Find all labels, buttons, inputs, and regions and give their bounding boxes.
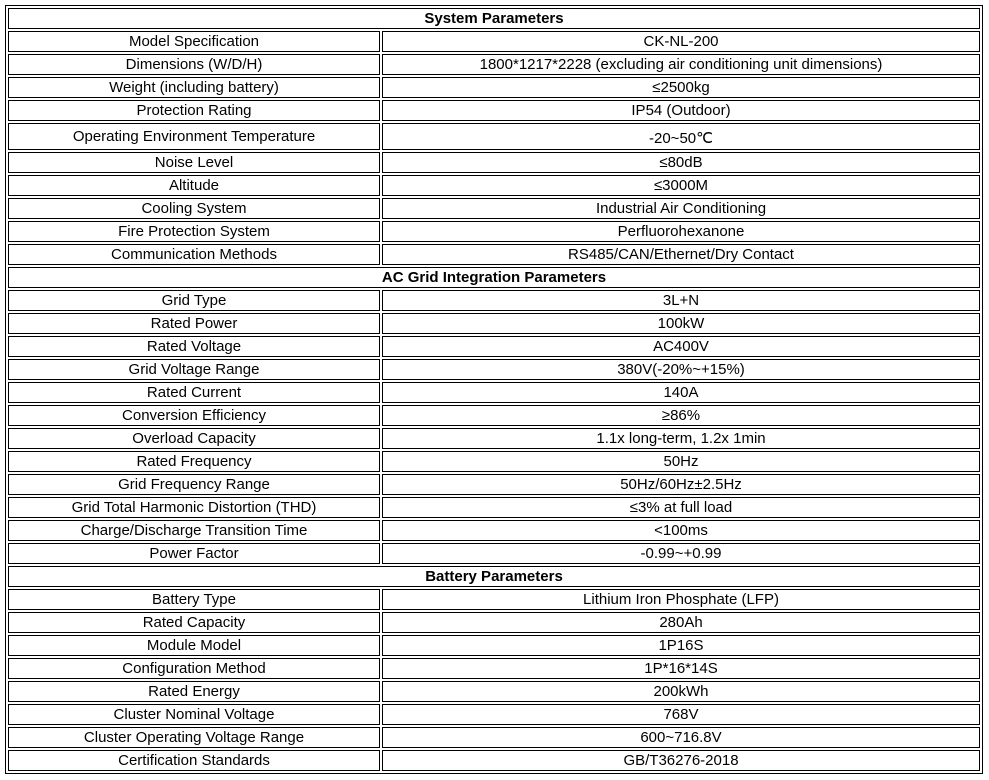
parameter-value: Industrial Air Conditioning	[382, 198, 980, 219]
table-row: Operating Environment Temperature -20~50℃	[8, 123, 980, 150]
parameter-name: Cluster Operating Voltage Range	[8, 727, 380, 748]
table-row: Power Factor -0.99~+0.99	[8, 543, 980, 564]
parameter-name: Rated Energy	[8, 681, 380, 702]
parameter-value: 50Hz	[382, 451, 980, 472]
parameter-value: ≥86%	[382, 405, 980, 426]
section-title: Battery Parameters	[8, 566, 980, 587]
parameter-name: Battery Type	[8, 589, 380, 610]
parameter-name: Operating Environment Temperature	[8, 123, 380, 150]
parameter-value: GB/T36276-2018	[382, 750, 980, 771]
parameter-value: AC400V	[382, 336, 980, 357]
parameter-name: Rated Frequency	[8, 451, 380, 472]
spec-table: System Parameters Model Specification CK-N…	[5, 5, 983, 774]
parameter-name: Grid Voltage Range	[8, 359, 380, 380]
parameter-value: 100kW	[382, 313, 980, 334]
table-row: Model Specification CK-NL-200	[8, 31, 980, 52]
parameter-value: Perfluorohexanone	[382, 221, 980, 242]
parameter-name: Noise Level	[8, 152, 380, 173]
parameter-name: Certification Standards	[8, 750, 380, 771]
parameter-value: 768V	[382, 704, 980, 725]
table-row: Cooling System Industrial Air Conditionin…	[8, 198, 980, 219]
parameter-name: Rated Capacity	[8, 612, 380, 633]
parameter-name: Dimensions (W/D/H)	[8, 54, 380, 75]
parameter-value: CK-NL-200	[382, 31, 980, 52]
parameter-value: 140A	[382, 382, 980, 403]
table-row: Rated Capacity 280Ah	[8, 612, 980, 633]
parameter-name: Grid Total Harmonic Distortion (THD)	[8, 497, 380, 518]
parameter-value: 380V(-20%~+15%)	[382, 359, 980, 380]
parameter-value: ≤3% at full load	[382, 497, 980, 518]
parameter-name: Grid Frequency Range	[8, 474, 380, 495]
table-row: Rated Current 140A	[8, 382, 980, 403]
section-title: System Parameters	[8, 8, 980, 29]
table-row: Communication Methods RS485/CAN/Ethernet/…	[8, 244, 980, 265]
table-row: Cluster Nominal Voltage 768V	[8, 704, 980, 725]
table-row: Grid Total Harmonic Distortion (THD) ≤3% …	[8, 497, 980, 518]
section-header-row: Battery Parameters	[8, 566, 980, 587]
parameter-name: Grid Type	[8, 290, 380, 311]
parameter-name: Module Model	[8, 635, 380, 656]
table-row: Grid Type 3L+N	[8, 290, 980, 311]
table-row: Rated Voltage AC400V	[8, 336, 980, 357]
table-row: Fire Protection System Perfluorohexanone	[8, 221, 980, 242]
parameter-name: Cluster Nominal Voltage	[8, 704, 380, 725]
parameter-name: Overload Capacity	[8, 428, 380, 449]
table-row: Overload Capacity 1.1x long-term, 1.2x 1m…	[8, 428, 980, 449]
parameter-value: -20~50℃	[382, 123, 980, 150]
table-row: Rated Energy 200kWh	[8, 681, 980, 702]
parameter-name: Charge/Discharge Transition Time	[8, 520, 380, 541]
parameter-value: ≤80dB	[382, 152, 980, 173]
table-row: Battery Type Lithium Iron Phosphate (LFP)	[8, 589, 980, 610]
table-row: Charge/Discharge Transition Time <100ms	[8, 520, 980, 541]
table-row: Protection Rating IP54 (Outdoor)	[8, 100, 980, 121]
section-header-row: AC Grid Integration Parameters	[8, 267, 980, 288]
parameter-value: 50Hz/60Hz±2.5Hz	[382, 474, 980, 495]
parameter-name: Communication Methods	[8, 244, 380, 265]
parameter-name: Rated Current	[8, 382, 380, 403]
parameter-value: Lithium Iron Phosphate (LFP)	[382, 589, 980, 610]
parameter-name: Configuration Method	[8, 658, 380, 679]
parameter-name: Altitude	[8, 175, 380, 196]
parameter-name: Weight (including battery)	[8, 77, 380, 98]
parameter-name: Rated Power	[8, 313, 380, 334]
table-row: Weight (including battery) ≤2500kg	[8, 77, 980, 98]
parameter-name: Model Specification	[8, 31, 380, 52]
parameter-value: RS485/CAN/Ethernet/Dry Contact	[382, 244, 980, 265]
section-header-row: System Parameters	[8, 8, 980, 29]
parameter-value: 1P16S	[382, 635, 980, 656]
table-row: Configuration Method 1P*16*14S	[8, 658, 980, 679]
parameter-value: ≤3000M	[382, 175, 980, 196]
section-title: AC Grid Integration Parameters	[8, 267, 980, 288]
table-row: Dimensions (W/D/H) 1800*1217*2228 (exclud…	[8, 54, 980, 75]
parameter-value: 3L+N	[382, 290, 980, 311]
table-row: Certification Standards GB/T36276-2018	[8, 750, 980, 771]
table-row: Module Model 1P16S	[8, 635, 980, 656]
table-row: Grid Voltage Range 380V(-20%~+15%)	[8, 359, 980, 380]
parameter-name: Conversion Efficiency	[8, 405, 380, 426]
parameter-value: IP54 (Outdoor)	[382, 100, 980, 121]
parameter-value: 1800*1217*2228 (excluding air conditioni…	[382, 54, 980, 75]
parameter-value: -0.99~+0.99	[382, 543, 980, 564]
table-row: Noise Level ≤80dB	[8, 152, 980, 173]
parameter-value: 600~716.8V	[382, 727, 980, 748]
parameter-value: <100ms	[382, 520, 980, 541]
parameter-name: Protection Rating	[8, 100, 380, 121]
table-row: Rated Power 100kW	[8, 313, 980, 334]
table-row: Rated Frequency 50Hz	[8, 451, 980, 472]
table-row: Cluster Operating Voltage Range 600~716.8…	[8, 727, 980, 748]
parameter-value: ≤2500kg	[382, 77, 980, 98]
table-row: Altitude ≤3000M	[8, 175, 980, 196]
parameter-name: Power Factor	[8, 543, 380, 564]
parameter-value: 200kWh	[382, 681, 980, 702]
parameter-value: 1P*16*14S	[382, 658, 980, 679]
parameter-name: Cooling System	[8, 198, 380, 219]
table-row: Grid Frequency Range 50Hz/60Hz±2.5Hz	[8, 474, 980, 495]
table-row: Conversion Efficiency ≥86%	[8, 405, 980, 426]
parameter-value: 280Ah	[382, 612, 980, 633]
parameter-name: Fire Protection System	[8, 221, 380, 242]
parameter-name: Rated Voltage	[8, 336, 380, 357]
parameter-value: 1.1x long-term, 1.2x 1min	[382, 428, 980, 449]
